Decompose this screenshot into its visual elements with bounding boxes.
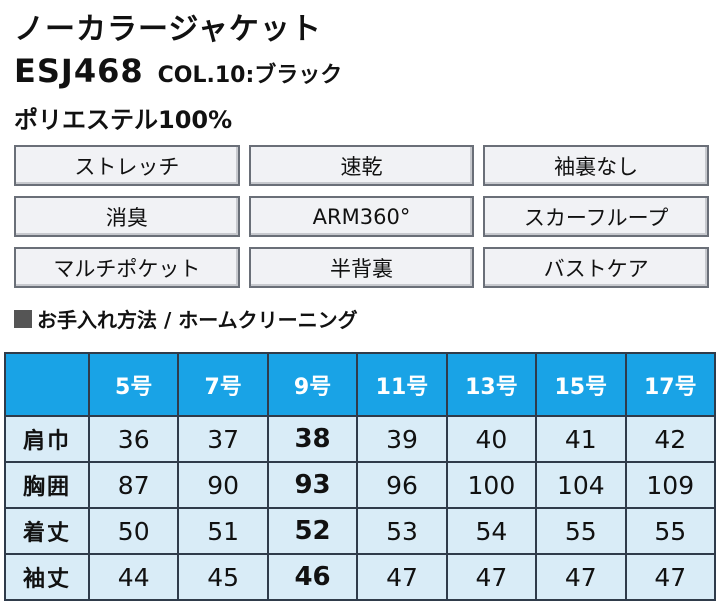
table-cell-highlight: 52: [266, 507, 359, 555]
table-cell: 104: [535, 461, 627, 509]
table-cell-highlight: 46: [266, 553, 359, 601]
size-header: 9号: [266, 352, 359, 417]
feature-tag: スカーフループ: [483, 196, 709, 237]
table-cell: 109: [624, 461, 717, 509]
table-cell: 50: [87, 507, 180, 555]
feature-grid: ストレッチ 速乾 袖裏なし 消臭 ARM360° スカーフループ マルチポケット…: [14, 145, 709, 288]
product-code-line: ESJ468 COL.10:ブラック: [14, 52, 342, 90]
row-label: 着丈: [4, 507, 90, 555]
product-color: COL.10:ブラック: [157, 63, 343, 88]
table-cell: 40: [445, 415, 538, 463]
size-header: 15号: [535, 352, 627, 417]
table-cell: 54: [445, 507, 538, 555]
size-header: 17号: [624, 352, 717, 417]
table-cell: 55: [624, 507, 717, 555]
product-material: ポリエステル100%: [14, 106, 233, 134]
care-instructions: お手入れ方法 / ホームクリーニング: [14, 304, 358, 333]
feature-tag: 速乾: [248, 145, 475, 186]
feature-tag: バストケア: [483, 247, 709, 288]
size-header-row: 5号 7号 9号 11号 13号 15号 17号: [4, 352, 717, 417]
table-cell: 47: [624, 553, 717, 601]
table-cell-highlight: 93: [266, 461, 359, 509]
size-header: 13号: [445, 352, 538, 417]
product-title: ノーカラージャケット: [14, 12, 322, 47]
table-cell: 41: [535, 415, 627, 463]
table-cell: 42: [624, 415, 717, 463]
feature-tag: ARM360°: [248, 196, 475, 237]
feature-tag: 消臭: [14, 196, 240, 237]
table-cell: 53: [356, 507, 448, 555]
feature-tag: マルチポケット: [14, 247, 240, 288]
table-cell: 55: [535, 507, 627, 555]
size-header: 7号: [177, 352, 269, 417]
size-table: 5号 7号 9号 11号 13号 15号 17号 肩巾 36 37 38 39 …: [4, 352, 717, 601]
feature-tag: 半背裏: [248, 247, 475, 288]
table-cell: 100: [445, 461, 538, 509]
table-cell: 51: [177, 507, 269, 555]
table-cell: 96: [356, 461, 448, 509]
table-corner: [4, 352, 90, 417]
table-cell: 47: [445, 553, 538, 601]
table-cell: 36: [87, 415, 180, 463]
care-label: お手入れ方法 / ホームクリーニング: [37, 308, 358, 332]
table-row: 着丈 50 51 52 53 54 55 55: [4, 507, 717, 555]
table-row: 肩巾 36 37 38 39 40 41 42: [4, 415, 717, 463]
row-label: 胸囲: [4, 461, 90, 509]
size-header: 5号: [87, 352, 180, 417]
row-label: 肩巾: [4, 415, 90, 463]
table-row: 胸囲 87 90 93 96 100 104 109: [4, 461, 717, 509]
table-cell: 45: [177, 553, 269, 601]
square-bullet-icon: [14, 309, 32, 328]
table-row: 袖丈 44 45 46 47 47 47 47: [4, 553, 717, 601]
feature-tag: 袖裏なし: [483, 145, 709, 186]
table-cell: 39: [356, 415, 448, 463]
table-cell: 47: [535, 553, 627, 601]
table-cell-highlight: 38: [266, 415, 359, 463]
size-header: 11号: [356, 352, 448, 417]
product-code: ESJ468: [14, 52, 144, 90]
table-cell: 90: [177, 461, 269, 509]
table-cell: 37: [177, 415, 269, 463]
table-cell: 44: [87, 553, 180, 601]
table-cell: 87: [87, 461, 180, 509]
table-cell: 47: [356, 553, 448, 601]
feature-tag: ストレッチ: [14, 145, 240, 186]
row-label: 袖丈: [4, 553, 90, 601]
